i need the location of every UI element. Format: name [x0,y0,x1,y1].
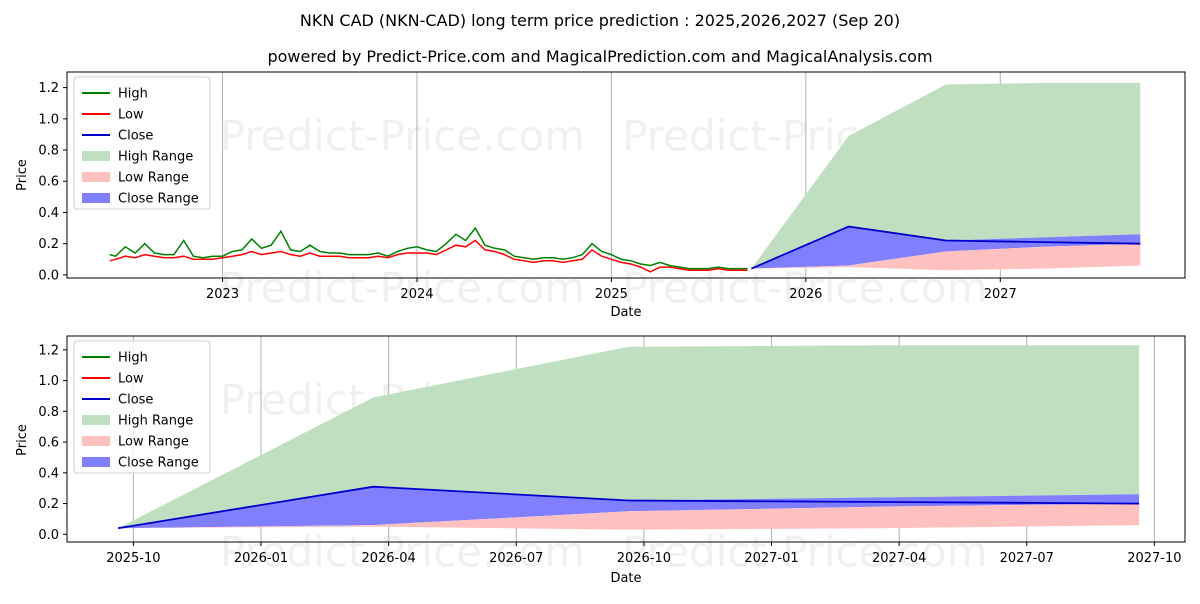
forecast-detail-legend-label: Low [118,372,144,387]
forecast-detail-low-range-area [118,503,1140,530]
forecast-detail-legend-swatch [82,457,110,467]
forecast-detail-x-tick-label: 2026-04 [361,551,415,566]
forecast-detail-legend-swatch [82,415,110,425]
long-term-y-axis-label: Price [15,159,30,191]
long-term-low-series-line [109,239,748,273]
long-term-x-tick-label: 2024 [400,287,433,302]
forecast-detail-x-tick-label: 2027-07 [1000,551,1054,566]
forecast-detail-close-series-line [117,485,1140,530]
forecast-detail-watermark: Predict-Price.com [622,528,987,577]
forecast-detail-y-axis-label: Price [15,424,30,456]
long-term-legend-label: High Range [118,150,193,165]
long-term-legend-label: Close Range [118,192,199,207]
forecast-detail-x-tick-label: 2026-07 [489,551,543,566]
long-term-watermark: Predict-Price.com [220,264,585,313]
long-term-x-tick-label: 2026 [789,287,822,302]
long-term-legend: High Low Close High Range Low Range Close Ran… [73,76,211,210]
long-term-legend-label: Close [118,129,153,144]
forecast-detail-legend-label: High [118,351,148,366]
forecast-detail-y-tick-label: 0.8 [38,405,59,420]
forecast-detail-y-tick-label: 0.0 [38,528,59,543]
forecast-detail-x-tick-label: 2027-10 [1127,551,1181,566]
long-term-chart-panel: Predict-Price.com Predict-Price.com Predic… [15,71,1186,320]
forecast-detail-x-axis-label: Date [610,571,641,586]
long-term-y-tick-label: 0.2 [38,237,59,252]
forecast-detail-y-tick-label: 1.2 [38,343,59,358]
forecast-detail-y-tick-label: 0.4 [38,466,59,481]
long-term-watermark: Predict-Price.com [220,111,585,160]
long-term-watermark: Predict-Price.com [622,264,987,313]
long-term-close-range-area [751,226,1141,269]
chart-subtitle: powered by Predict-Price.com and Magical… [267,47,932,66]
long-term-y-tick-label: 0.6 [38,175,59,190]
long-term-legend-label: Low Range [118,171,189,186]
long-term-x-tick-label: 2027 [984,287,1017,302]
long-term-x-tick-label: 2025 [595,287,628,302]
long-term-legend-swatch [82,193,110,203]
forecast-detail-close-range-area [118,486,1140,529]
forecast-detail-y-tick-label: 0.6 [38,436,59,451]
forecast-detail-watermark: Predict-Price.com [220,528,585,577]
long-term-legend-label: High [118,87,148,102]
long-term-y-tick-label: 1.2 [38,81,59,96]
long-term-high-range-area [751,82,1141,269]
forecast-detail-legend-label: Low Range [118,435,189,450]
forecast-detail-high-range-area [118,345,1140,529]
forecast-detail-legend-label: Close Range [118,456,199,471]
long-term-legend-swatch [82,172,110,182]
long-term-x-tick-label: 2023 [206,287,239,302]
long-term-y-tick-label: 0.4 [38,206,59,221]
long-term-legend-swatch [82,151,110,161]
long-term-legend-label: Low [118,108,144,123]
long-term-y-tick-label: 0.8 [38,144,59,159]
long-term-y-tick-label: 1.0 [38,112,59,127]
forecast-detail-legend: High Low Close High Range Low Range Close Ran… [73,340,211,474]
forecast-detail-legend-swatch [82,436,110,446]
forecast-detail-y-tick-label: 0.2 [38,497,59,512]
long-term-low-range-area [751,243,1141,271]
long-term-x-axis-label: Date [610,305,641,320]
forecast-detail-x-tick-label: 2027-04 [872,551,926,566]
forecast-detail-x-tick-label: 2025-10 [106,551,160,566]
forecast-detail-legend-label: Close [118,393,153,408]
forecast-detail-x-tick-label: 2027-01 [744,551,798,566]
forecast-detail-chart-panel: Predict-Price.comPredict-Price.comPredic… [15,335,1186,586]
long-term-y-tick-label: 0.0 [38,268,59,283]
chart-title: NKN CAD (NKN-CAD) long term price predic… [300,11,900,30]
forecast-detail-legend-label: High Range [118,414,193,429]
long-term-close-series-line [751,225,1141,270]
forecast-detail-plot-frame [66,335,1186,543]
long-term-high-series-line [109,226,748,270]
forecast-detail-y-tick-label: 1.0 [38,374,59,389]
forecast-detail-x-tick-label: 2026-10 [617,551,671,566]
long-term-plot-frame [66,71,1186,279]
forecast-detail-x-tick-label: 2026-01 [234,551,288,566]
